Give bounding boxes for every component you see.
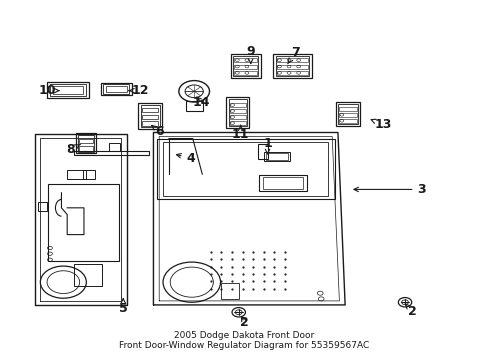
Bar: [229, 103, 245, 107]
Text: 8: 8: [66, 143, 81, 156]
Bar: [277, 71, 307, 75]
Text: 2005 Dodge Dakota Front Door
Front Door-Window Regulator Diagram for 55359567AC: 2005 Dodge Dakota Front Door Front Door-…: [119, 331, 369, 350]
Bar: [220, 283, 238, 299]
Bar: [163, 142, 328, 196]
Bar: [74, 150, 148, 155]
Bar: [228, 99, 246, 126]
Bar: [234, 58, 257, 62]
Text: 13: 13: [370, 118, 391, 131]
Bar: [338, 107, 356, 111]
Bar: [78, 135, 94, 152]
Bar: [277, 64, 307, 68]
Text: 1: 1: [263, 137, 271, 154]
Bar: [234, 64, 257, 68]
Bar: [257, 144, 267, 159]
Bar: [157, 139, 334, 199]
Bar: [338, 113, 356, 117]
Text: 14: 14: [192, 96, 210, 109]
Bar: [79, 139, 93, 143]
Bar: [276, 56, 308, 76]
Bar: [101, 82, 132, 95]
Bar: [50, 84, 86, 96]
Text: 2: 2: [240, 316, 248, 329]
Bar: [74, 264, 102, 285]
Bar: [140, 105, 160, 127]
Text: 4: 4: [176, 152, 195, 165]
Bar: [233, 56, 258, 76]
Bar: [265, 153, 287, 160]
Bar: [38, 202, 46, 211]
Bar: [109, 143, 120, 151]
Bar: [234, 71, 257, 75]
Bar: [258, 175, 306, 191]
Bar: [142, 121, 158, 126]
Bar: [277, 58, 307, 62]
Text: 2: 2: [404, 303, 416, 318]
Bar: [273, 54, 311, 78]
Bar: [76, 133, 96, 153]
Bar: [338, 119, 356, 123]
Bar: [262, 177, 303, 189]
Bar: [231, 54, 260, 78]
Text: 5: 5: [119, 299, 127, 315]
Bar: [48, 184, 119, 261]
Text: 3: 3: [353, 183, 425, 196]
Bar: [229, 109, 245, 113]
Text: 10: 10: [38, 84, 59, 97]
Bar: [67, 170, 86, 179]
Bar: [83, 170, 95, 179]
Bar: [229, 116, 245, 119]
Bar: [226, 97, 249, 128]
Bar: [79, 146, 93, 150]
Text: 11: 11: [231, 125, 249, 141]
Bar: [138, 103, 162, 129]
Bar: [337, 104, 357, 124]
Bar: [229, 121, 245, 125]
Bar: [142, 115, 158, 119]
Bar: [142, 108, 158, 112]
Text: 9: 9: [246, 45, 255, 64]
Bar: [53, 86, 83, 94]
Text: 12: 12: [129, 84, 149, 97]
Bar: [335, 102, 360, 126]
Bar: [47, 82, 89, 98]
Text: 7: 7: [287, 46, 300, 64]
Bar: [263, 152, 289, 161]
Bar: [103, 84, 129, 94]
Bar: [185, 102, 203, 111]
Text: 6: 6: [151, 125, 163, 138]
Bar: [105, 86, 127, 92]
